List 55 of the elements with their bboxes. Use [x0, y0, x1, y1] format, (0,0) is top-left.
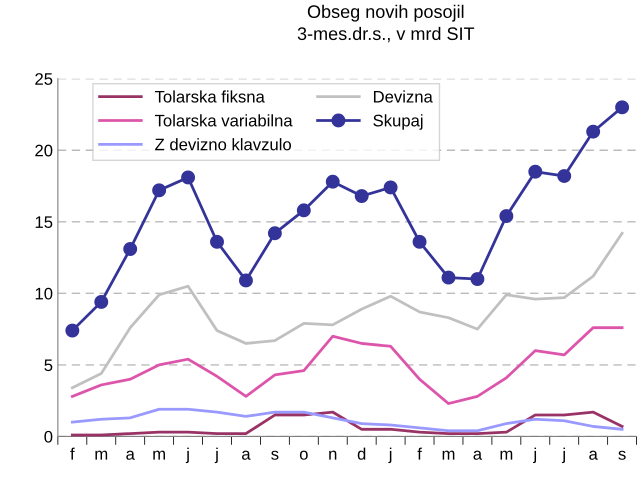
point — [210, 234, 224, 249]
x-tick-label: a — [242, 450, 251, 460]
point — [615, 100, 630, 114]
legend-label: Devizna — [374, 90, 433, 103]
x-tick-label: a — [474, 450, 482, 460]
x-tick-label: f — [70, 448, 75, 460]
legend-label: Tolarska variabilna — [154, 114, 293, 126]
point — [181, 170, 196, 184]
point — [65, 324, 80, 338]
point — [326, 174, 340, 189]
point — [296, 203, 311, 218]
x-tick-label: j — [186, 448, 189, 464]
point — [239, 274, 253, 288]
line-series — [70, 326, 624, 405]
point — [499, 209, 514, 224]
x-tick-label: f — [417, 448, 422, 460]
legend-label: Tolarska fiksna — [154, 90, 265, 103]
x-tick-label: m — [500, 450, 512, 460]
point — [412, 234, 426, 249]
x-tick-label: a — [589, 450, 598, 460]
point — [152, 183, 166, 198]
line-series — [70, 410, 624, 436]
point — [268, 226, 282, 240]
x-tick-label: j — [214, 448, 218, 464]
chart-title: Obseg novih posojil 3-mes.dr.s., v mrd SIT — [298, 4, 474, 42]
point — [384, 180, 398, 194]
x-tick-label: s — [271, 450, 278, 460]
x-tick-label: j — [562, 448, 565, 464]
x-tick-label: n — [329, 450, 336, 460]
point — [442, 270, 456, 285]
legend-label: Z devizno klavzulo — [155, 138, 291, 150]
line-series — [70, 408, 624, 432]
point — [586, 124, 600, 139]
point — [94, 294, 108, 309]
x-tick-label: j — [533, 448, 536, 464]
x-tick-label: o — [300, 450, 308, 460]
x-tick-label: m — [153, 450, 165, 460]
y-tick-label: 20 — [35, 144, 52, 156]
point — [557, 169, 572, 183]
point — [528, 164, 542, 179]
x-tick-label: m — [95, 450, 108, 460]
y-tick-label: 15 — [36, 216, 52, 228]
x-tick-label: d — [358, 448, 366, 460]
legend-label: Skupaj — [373, 114, 422, 130]
point — [123, 242, 138, 256]
y-tick-label: 25 — [35, 73, 52, 85]
x-tick-label: j — [388, 448, 392, 464]
y-tick-label: 5 — [44, 359, 52, 372]
x-tick-label: a — [126, 450, 135, 460]
x-tick-label: m — [442, 450, 454, 460]
x-tick-label: s — [618, 450, 626, 460]
point — [470, 272, 484, 286]
y-tick-label: 10 — [36, 288, 52, 300]
point — [354, 189, 369, 203]
y-tick-label: 0 — [44, 430, 52, 443]
